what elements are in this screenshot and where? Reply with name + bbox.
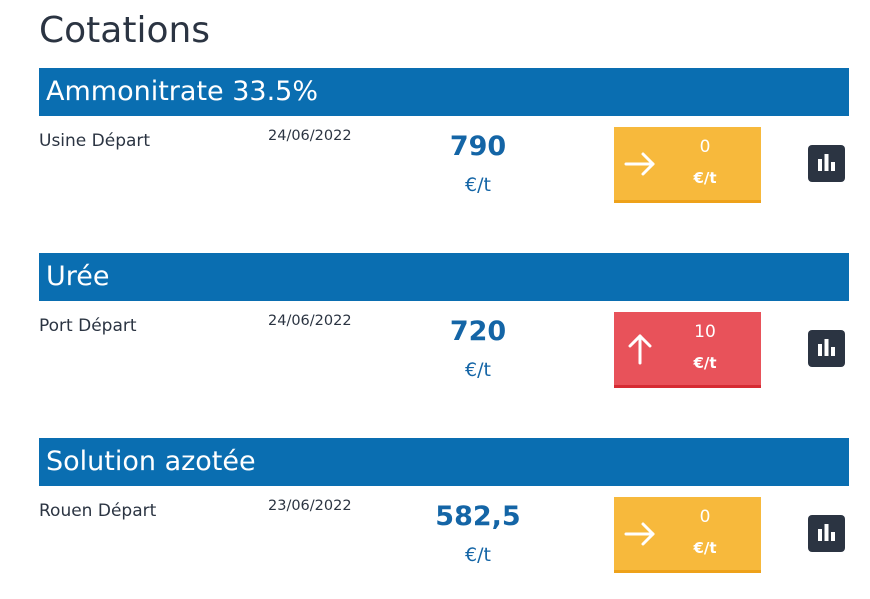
section-header: Urée xyxy=(39,253,849,301)
date: 23/06/2022 xyxy=(268,498,352,514)
change-box: 0 €/t xyxy=(614,127,761,203)
page-title: Cotations xyxy=(39,10,211,51)
chart-button[interactable] xyxy=(808,515,845,552)
price: 790 xyxy=(449,131,507,162)
change-value: 10 xyxy=(694,322,716,342)
trend-arrow xyxy=(624,152,655,176)
chart-icon xyxy=(818,339,835,356)
location: Usine Départ xyxy=(39,131,151,151)
section-header: Ammonitrate 33.5% xyxy=(39,68,849,116)
change-value: 0 xyxy=(699,507,711,527)
change-box: 10 €/t xyxy=(614,312,761,388)
location: Port Départ xyxy=(39,316,137,336)
section-title: Ammonitrate 33.5% xyxy=(46,76,318,107)
change-box: 0 €/t xyxy=(614,497,761,573)
section-title: Solution azotée xyxy=(46,446,256,477)
chart-icon xyxy=(818,154,835,171)
price-unit: €/t xyxy=(465,544,491,566)
price-unit: €/t xyxy=(465,359,491,381)
change-value: 0 xyxy=(699,137,711,157)
trend-arrow xyxy=(624,522,655,546)
price-unit: €/t xyxy=(465,174,491,196)
change-unit: €/t xyxy=(693,169,717,187)
chart-button[interactable] xyxy=(808,330,845,367)
change-unit: €/t xyxy=(693,354,717,372)
change-unit: €/t xyxy=(693,539,717,557)
section-header: Solution azotée xyxy=(39,438,849,486)
location: Rouen Départ xyxy=(39,501,157,521)
price: 582,5 xyxy=(435,501,521,532)
chart-button[interactable] xyxy=(808,145,845,182)
trend-arrow xyxy=(628,334,652,365)
section-title: Urée xyxy=(46,261,110,292)
chart-icon xyxy=(818,524,835,541)
price: 720 xyxy=(449,316,507,347)
date: 24/06/2022 xyxy=(268,313,352,329)
date: 24/06/2022 xyxy=(268,128,352,144)
